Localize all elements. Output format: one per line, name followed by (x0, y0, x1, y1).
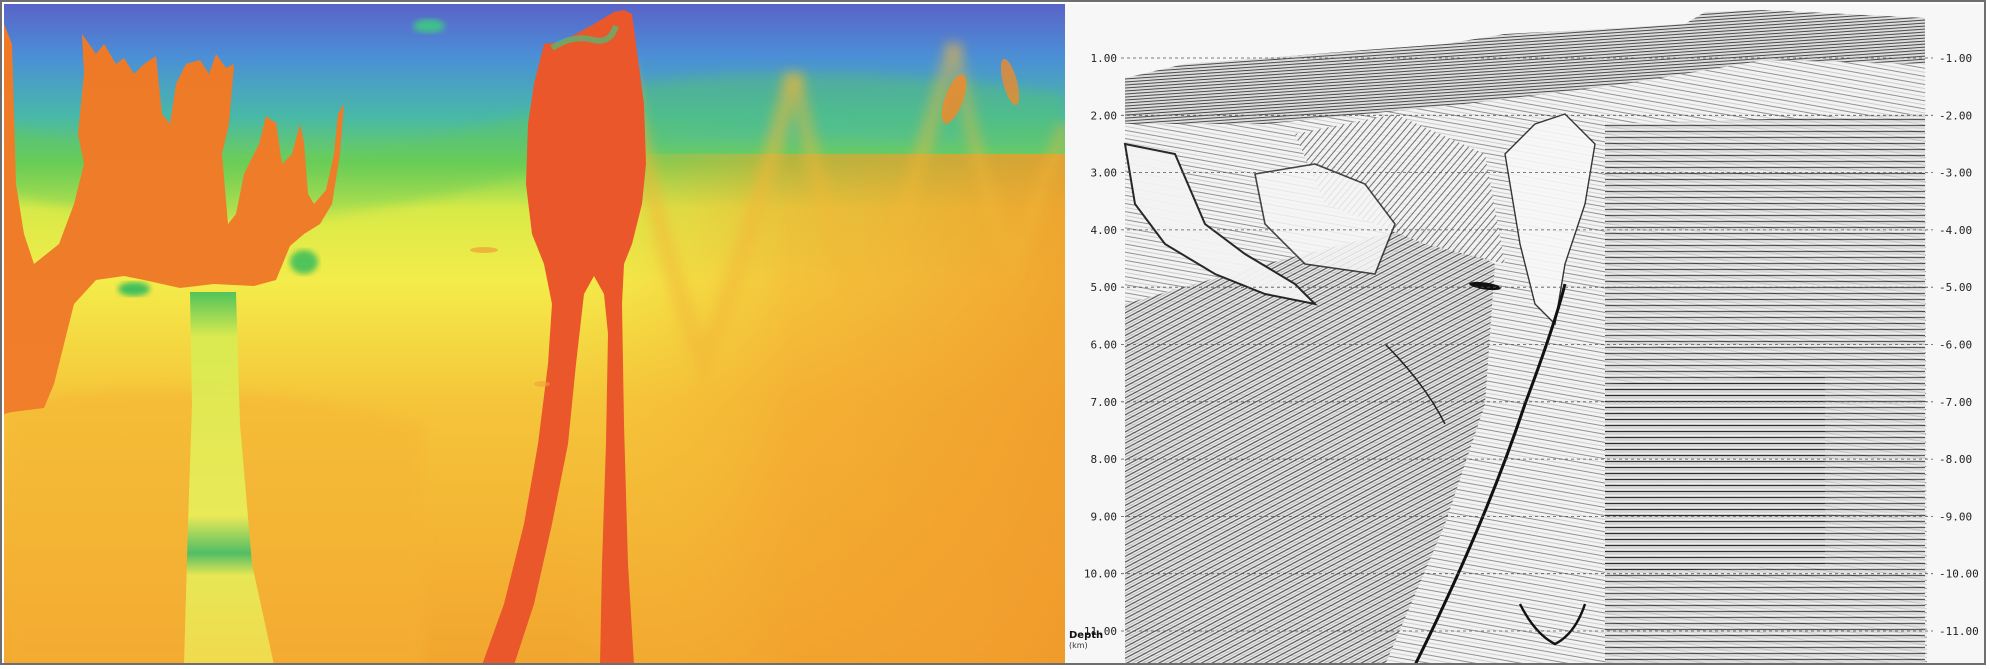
depth-tick-label-left: 5.00 (1091, 281, 1118, 294)
depth-tick-label-right: -1.00 (1939, 52, 1972, 65)
depth-tick-label-right: -9.00 (1939, 510, 1972, 523)
depth-axis-label-block: Depth (km) (1069, 630, 1109, 650)
depth-axis-label: Depth (1069, 630, 1104, 641)
depth-tick-label-right: -7.00 (1939, 396, 1972, 409)
depth-tick-label-right: -11.00 (1939, 625, 1979, 638)
depth-tick-label-right: -4.00 (1939, 224, 1972, 237)
depth-grid: 1.00 -1.00 2.00 -2.00 3.00 -3.00 4.00 -4.00 5.00… (1084, 52, 1979, 638)
depth-tick-label-left: 2.00 (1091, 109, 1118, 122)
depth-tick-label-left: 8.00 (1091, 453, 1118, 466)
depth-tick-label-right: -2.00 (1939, 109, 1972, 122)
seismic-section-panel: 1.00 -1.00 2.00 -2.00 3.00 -3.00 4.00 -4.00 5.00… (1065, 4, 1986, 665)
seismic-section-image (1123, 10, 1927, 665)
depth-tick-label-right: -10.00 (1939, 568, 1979, 581)
velocity-model-panel (4, 4, 1065, 665)
depth-tick-label-left: 4.00 (1091, 224, 1118, 237)
depth-tick-label-left: 1.00 (1091, 52, 1118, 65)
depth-tick-label-left: 7.00 (1091, 396, 1118, 409)
depth-axis-unit: (km) (1069, 641, 1088, 650)
depth-tick-label-left: 11.00 (1084, 625, 1117, 638)
depth-tick-label-right: -8.00 (1939, 453, 1972, 466)
depth-tick-label-left: 10.00 (1084, 568, 1117, 581)
depth-tick-label-left: 9.00 (1091, 510, 1118, 523)
velocity-model-image (4, 4, 1065, 665)
depth-tick-label-right: -6.00 (1939, 339, 1972, 352)
depth-tick-label-left: 6.00 (1091, 339, 1118, 352)
depth-tick-label-left: 3.00 (1091, 167, 1118, 180)
depth-tick-label-right: -3.00 (1939, 167, 1972, 180)
depth-tick-label-right: -5.00 (1939, 281, 1972, 294)
